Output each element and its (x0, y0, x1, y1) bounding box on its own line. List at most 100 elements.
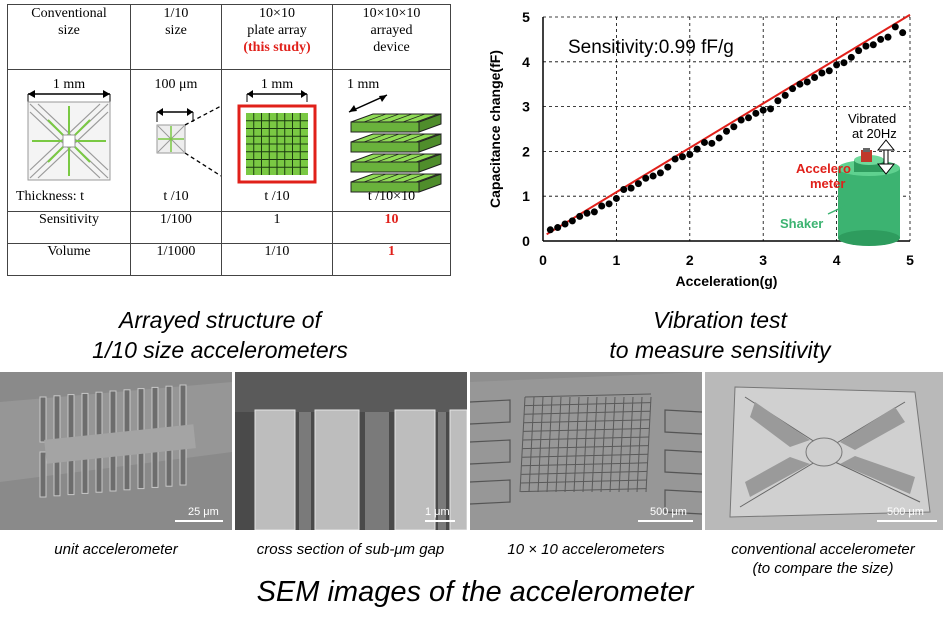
row-label-volume: Volume (7, 242, 131, 277)
data-point (818, 69, 826, 77)
vibrated-label-1: Vibrated (848, 111, 896, 126)
data-point (627, 184, 635, 192)
conventional-device-illustration (27, 90, 111, 181)
data-point (877, 35, 885, 43)
data-point (884, 33, 892, 41)
scale-bar-cross-section (425, 520, 455, 522)
data-point (612, 194, 620, 202)
data-point (833, 61, 841, 69)
stacked-array-illustration (348, 94, 442, 193)
data-point (899, 29, 907, 37)
data-point (642, 174, 650, 182)
data-point (723, 127, 730, 135)
data-point (781, 91, 789, 99)
dim-label-plate-array: 1 mm (260, 77, 294, 93)
y-tick-label: 4 (522, 54, 530, 70)
shaker-label: Shaker (780, 216, 823, 231)
data-point (825, 67, 833, 75)
caption-array: 10 × 10 accelerometers (507, 541, 665, 558)
header-plate-array: 10×10 plate array (this study) (221, 3, 333, 71)
thickness-label-plate-array: t /10 (264, 188, 290, 204)
caption-unit: unit accelerometer (54, 541, 178, 558)
data-point (774, 97, 782, 105)
sensitivity-plate-array: 1 (221, 210, 333, 244)
data-point (796, 80, 804, 88)
fit-line (546, 13, 911, 236)
volume-plate-array: 1/10 (221, 242, 333, 277)
data-point (634, 180, 642, 188)
thickness-label-conventional: Thickness: t (16, 188, 85, 204)
bottom-title: SEM images of the accelerometer (256, 576, 694, 608)
volume-one-tenth: 1/1000 (130, 242, 222, 277)
x-tick-label: 0 (539, 252, 547, 268)
dim-label-arrayed: 1 mm (347, 77, 380, 93)
left-section-title: Arrayed structure of 1/10 size accelerome… (92, 307, 348, 363)
data-point (708, 139, 716, 147)
row-label-sensitivity: Sensitivity (7, 210, 131, 244)
small-device-illustration (156, 105, 221, 177)
sem-image-array: 500 μm (469, 372, 703, 530)
scale-label-conventional: 500 μm (887, 506, 924, 518)
plate-array-cell: 1 mm t /10 (221, 69, 333, 212)
data-point (811, 73, 819, 81)
data-point (767, 105, 775, 113)
data-point (671, 155, 679, 163)
data-point (869, 41, 877, 49)
data-point (576, 212, 584, 220)
scale-label-unit: 25 μm (188, 506, 219, 518)
data-point (847, 53, 855, 61)
data-point (803, 78, 811, 86)
thickness-label-one-tenth: t /10 (163, 188, 189, 204)
vibration-arrow-icon (876, 139, 896, 175)
scale-label-array: 500 μm (650, 506, 687, 518)
data-point (789, 85, 797, 93)
this-study-label: (this study) (243, 40, 311, 55)
data-point (891, 23, 899, 31)
x-tick-label: 2 (686, 252, 694, 268)
data-point (745, 114, 753, 122)
sensitivity-arrayed: 10 (332, 210, 451, 244)
x-tick-label: 1 (613, 252, 621, 268)
sem-image-cross-section: 1 μm (235, 372, 468, 531)
caption-cross-section: cross section of sub-μm gap (256, 541, 445, 558)
accelerometer-label-2: meter (810, 176, 845, 191)
sem-image-unit: 25 μm (0, 372, 232, 530)
sem-image-conventional: 500 μm (705, 372, 943, 530)
scale-bar-unit (175, 520, 223, 522)
data-point (554, 224, 562, 232)
header-conventional: Conventional size (7, 3, 131, 71)
right-section-title: Vibration test to measure sensitivity (609, 307, 831, 363)
sensitivity-one-tenth: 1/100 (130, 210, 222, 244)
scale-bar-conventional (877, 520, 937, 522)
data-point (730, 123, 738, 131)
x-tick-label: 3 (759, 252, 767, 268)
data-point (590, 208, 598, 216)
data-point (546, 226, 554, 234)
volume-arrayed: 1 (332, 242, 451, 277)
y-tick-label: 5 (522, 9, 530, 25)
data-point (620, 185, 628, 193)
data-point (737, 116, 745, 124)
data-point (759, 106, 767, 114)
data-point (598, 202, 606, 210)
thickness-label-arrayed: t /10×10 (367, 188, 416, 204)
y-tick-label: 1 (522, 188, 530, 204)
x-tick-label: 5 (906, 252, 914, 268)
plate-array-illustration (237, 90, 317, 184)
x-tick-label: 4 (833, 252, 841, 268)
y-tick-label: 3 (522, 99, 530, 115)
data-point (561, 220, 569, 228)
y-tick-label: 0 (522, 233, 530, 249)
data-point (583, 209, 591, 217)
x-axis-label: Acceleration(g) (676, 273, 778, 289)
sensitivity-annotation: Sensitivity:0.99 fF/g (568, 37, 734, 58)
dim-label-conventional: 1 mm (52, 77, 86, 93)
y-axis-label: Capacitance change(fF) (487, 50, 503, 208)
data-point (752, 109, 760, 117)
caption-conventional: conventional accelerometer (to compare th… (731, 541, 915, 577)
y-tick-label: 2 (522, 143, 530, 159)
data-point (715, 134, 723, 142)
data-point (686, 151, 694, 159)
data-point (605, 200, 613, 208)
data-point (840, 59, 848, 67)
